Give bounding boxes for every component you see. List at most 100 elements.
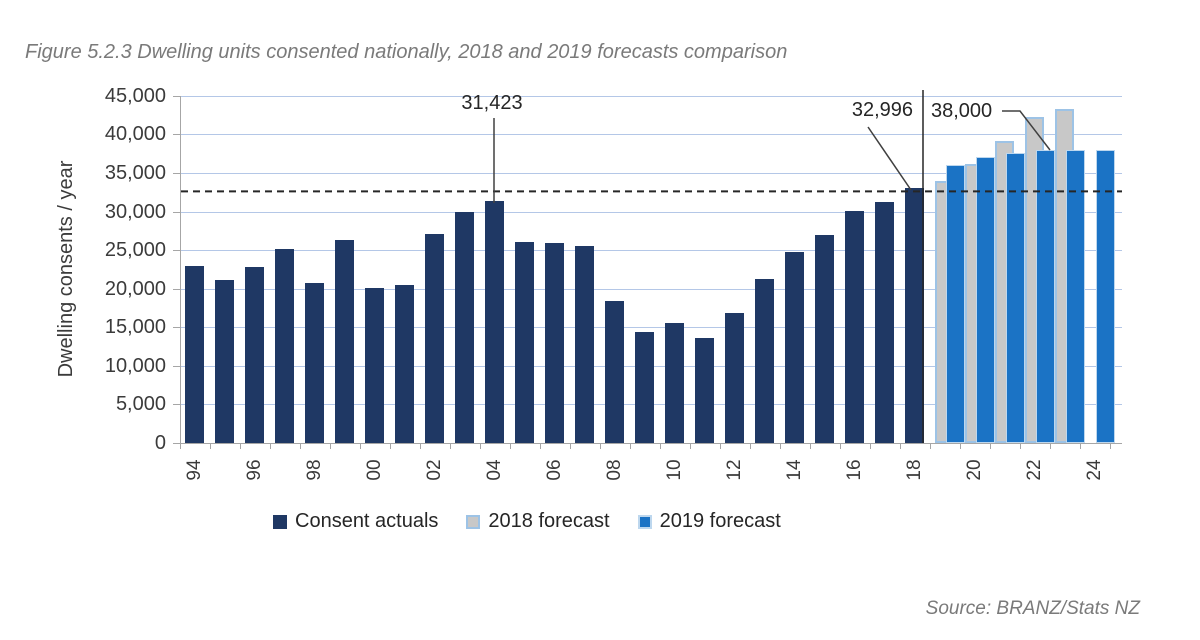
- x-tick-label-24: 24: [1083, 459, 1105, 481]
- x-tick-label-22: 22: [1023, 459, 1045, 481]
- y-tick: [173, 288, 180, 290]
- y-tick: [173, 327, 180, 329]
- gridline-30000: [180, 211, 1122, 213]
- x-tick: [929, 443, 931, 449]
- y-axis-title: Dwelling consents / year: [55, 160, 77, 378]
- annotation-38000: 38,000: [931, 100, 993, 122]
- y-tick-label: 20,000: [104, 277, 166, 300]
- x-tick-label-96: 96: [243, 459, 265, 481]
- legend-label-actual: Consent actuals: [295, 510, 439, 532]
- x-tick: [269, 443, 271, 449]
- legend-label-f2019: 2019 forecast: [659, 510, 781, 532]
- x-tick: [509, 443, 511, 449]
- y-tick: [173, 172, 180, 174]
- x-tick: [449, 443, 451, 449]
- x-tick: [209, 443, 211, 449]
- x-tick-label-94: 94: [183, 459, 205, 481]
- legend-item-f2018: 2018 forecast: [466, 510, 610, 533]
- x-tick: [749, 443, 751, 449]
- x-tick: [839, 443, 841, 449]
- legend-item-f2019: 2019 forecast: [637, 510, 781, 533]
- bar-consent-actual-15: [635, 331, 654, 443]
- x-axis-line: [173, 443, 1122, 444]
- y-tick: [173, 95, 180, 97]
- bar-consent-actual-4: [305, 283, 324, 443]
- x-tick: [569, 443, 571, 449]
- bar-consent-actual-6: [365, 287, 384, 443]
- y-tick: [173, 365, 180, 367]
- annotation-31423: 31,423: [461, 92, 523, 114]
- x-tick: [599, 443, 601, 449]
- x-tick: [1079, 443, 1081, 449]
- y-tick: [173, 404, 180, 406]
- bar-consent-actual-1: [215, 280, 234, 443]
- bar-consent-actual-2: [245, 267, 264, 443]
- bar-consent-actual-11: [515, 242, 534, 443]
- bar-2019-forecast-28: [1036, 149, 1055, 443]
- gridline-45000: [180, 95, 1122, 97]
- y-tick-label: 35,000: [104, 161, 166, 184]
- x-tick-label-02: 02: [423, 459, 445, 481]
- bar-consent-actual-22: [845, 210, 864, 443]
- x-tick: [629, 443, 631, 449]
- x-tick: [779, 443, 781, 449]
- figure-title: Figure 5.2.3 Dwelling units consented na…: [25, 41, 788, 63]
- x-tick: [1109, 443, 1111, 449]
- bar-consent-actual-3: [275, 249, 294, 443]
- x-tick: [959, 443, 961, 449]
- x-tick: [329, 443, 331, 449]
- x-tick: [299, 443, 301, 449]
- bar-2019-forecast-26: [976, 157, 995, 443]
- x-tick-label-10: 10: [663, 459, 685, 481]
- bar-consent-actual-24: [905, 188, 924, 443]
- bar-consent-actual-14: [605, 301, 624, 443]
- bar-consent-actual-12: [545, 243, 564, 443]
- x-tick: [719, 443, 721, 449]
- annotation-32996: 32,996: [851, 99, 913, 121]
- gridline-25000: [180, 250, 1122, 252]
- y-tick-label: 10,000: [104, 354, 166, 377]
- bar-consent-actual-21: [815, 234, 834, 443]
- y-tick-label: 45,000: [104, 84, 166, 107]
- legend-item-actual: Consent actuals: [273, 510, 438, 533]
- bar-consent-actual-8: [425, 233, 444, 443]
- x-tick-label-12: 12: [723, 459, 745, 481]
- x-tick: [239, 443, 241, 449]
- x-tick-label-00: 00: [363, 459, 385, 481]
- bar-consent-actual-20: [785, 252, 804, 443]
- bar-consent-actual-19: [755, 278, 774, 443]
- gridline-40000: [180, 134, 1122, 136]
- x-tick: [419, 443, 421, 449]
- x-tick: [809, 443, 811, 449]
- x-tick-label-16: 16: [843, 459, 865, 481]
- y-tick-label: 25,000: [104, 239, 166, 262]
- y-tick-label: 5,000: [115, 393, 166, 416]
- bar-consent-actual-5: [335, 240, 354, 443]
- legend: Consent actuals 2018 forecast 2019 forecas…: [273, 510, 781, 533]
- y-tick-label: 30,000: [104, 200, 166, 223]
- bar-consent-actual-0: [185, 265, 204, 443]
- legend-swatch-actual: [273, 514, 287, 529]
- x-tick: [659, 443, 661, 449]
- gridline-15000: [180, 327, 1122, 329]
- x-tick-label-06: 06: [543, 459, 565, 481]
- x-tick: [989, 443, 991, 449]
- bar-consent-actual-7: [395, 284, 414, 443]
- bar-consent-actual-17: [695, 338, 714, 443]
- gridline-20000: [180, 288, 1122, 290]
- bar-consent-actual-16: [665, 322, 684, 443]
- y-tick: [173, 134, 180, 136]
- x-tick: [689, 443, 691, 449]
- y-tick-label: 15,000: [104, 316, 166, 339]
- bar-consent-actual-10: [485, 200, 504, 443]
- bar-consent-actual-18: [725, 313, 744, 443]
- bar-2019-forecast-27: [1006, 152, 1025, 443]
- gridline-35000: [180, 172, 1122, 174]
- x-tick: [359, 443, 361, 449]
- x-tick-label-04: 04: [483, 459, 505, 481]
- leader-line-32996: [867, 126, 912, 191]
- bar-2019-forecast-25: [946, 165, 965, 443]
- bar-2019-forecast-30: [1096, 149, 1115, 443]
- bar-2019-forecast-29: [1066, 149, 1085, 443]
